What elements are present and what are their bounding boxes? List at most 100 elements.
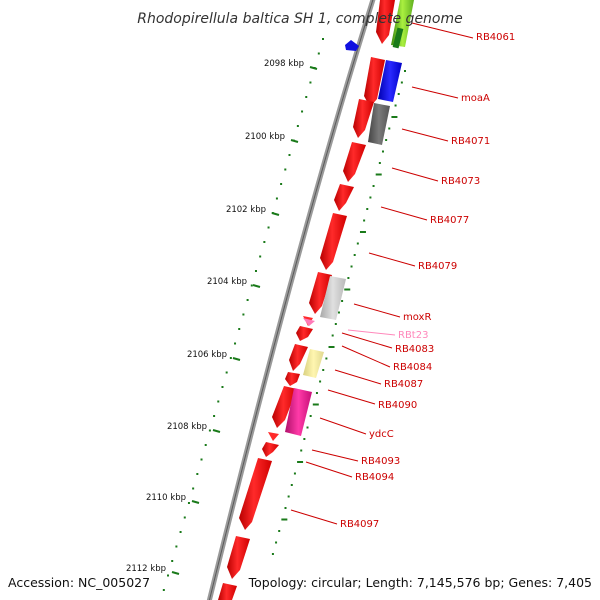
accession-text: Accession: NC_005027 (8, 575, 150, 590)
gc-tick (337, 311, 340, 314)
feature-block-lightgray (320, 276, 346, 320)
leader-line (391, 167, 439, 182)
scale-minor-tick (162, 589, 165, 591)
gc-tick (353, 254, 356, 256)
gene-label-text: moxR (403, 312, 431, 323)
gc-tick (278, 530, 281, 532)
gc-tick (331, 334, 334, 337)
cds-arrow (334, 184, 354, 211)
gene-label-text: ydcC (369, 429, 394, 440)
scale-tick-label: 2110 kbp (146, 493, 186, 503)
scale-minor-tick (296, 125, 299, 127)
scale-minor-tick (313, 67, 316, 69)
scale-minor-tick (275, 197, 278, 200)
gc-tick (281, 518, 288, 521)
scale-minor-tick (250, 284, 253, 287)
gene-label-text: RB4061 (476, 32, 515, 43)
feature-block-blue (378, 60, 402, 102)
gc-tick (366, 208, 369, 210)
scale-minor-tick (167, 574, 170, 577)
cds-arrow (376, 0, 395, 44)
scale-tick-label: 2102 kbp (226, 205, 266, 215)
gc-content-track (271, 70, 406, 555)
scale-tick-label: 2104 kbp (207, 277, 247, 287)
rna-arrow (303, 318, 315, 326)
cds-arrow (285, 372, 300, 386)
leader-line (341, 345, 391, 368)
scale-minor-tick (213, 415, 216, 417)
cds-arrow (262, 442, 279, 457)
gene-label-ydcC: ydcC (319, 417, 394, 440)
gene-label-RB4084: RB4084 (341, 345, 432, 373)
gene-label-text: RBt23 (398, 330, 428, 341)
feature-block-magenta (285, 388, 312, 436)
gene-label-text: RB4073 (441, 176, 480, 187)
feature-track (218, 0, 414, 600)
scale-minor-tick (271, 212, 274, 214)
gc-tick (312, 403, 319, 406)
gc-tick (381, 150, 384, 153)
cds-arrow (289, 344, 308, 371)
gc-tick (322, 369, 325, 371)
scale-minor-tick (234, 342, 237, 345)
gc-tick (306, 426, 309, 429)
gc-tick (341, 300, 344, 302)
gc-tick (309, 415, 312, 417)
gene-label-RB4090: RB4090 (327, 389, 417, 411)
cds-arrow (320, 213, 347, 270)
gc-tick (344, 288, 351, 291)
summary-text: Topology: circular; Length: 7,145,576 bp… (248, 575, 592, 590)
scale-minor-tick (322, 38, 324, 40)
marker-blue (345, 40, 359, 51)
leader-line (368, 252, 416, 267)
gc-tick (363, 219, 366, 222)
scale-ticks: 2098 kbp 2100 kbp 2102 kbp 2104 kbp 2106 kbp… (126, 38, 324, 591)
scale-tick-label: 2108 kbp (167, 422, 207, 432)
gc-tick (287, 495, 290, 498)
gene-label-moxR: moxR (353, 303, 431, 323)
leader-line (305, 461, 353, 478)
cds-arrow (353, 99, 374, 138)
gene-label-text: moaA (461, 93, 490, 104)
gc-tick (303, 438, 306, 440)
scale-minor-tick (288, 154, 291, 156)
leader-line (347, 329, 396, 336)
gene-label-text: RB4071 (451, 136, 490, 147)
gc-tick (394, 104, 397, 107)
genome-title: Rhodopirellula baltica SH 1, complete ge… (137, 11, 463, 27)
gene-label-RB4093: RB4093 (311, 449, 400, 467)
cds-arrow (218, 583, 237, 600)
leader-line (401, 128, 449, 142)
leader-line (341, 332, 393, 349)
feature-block-darkgray (368, 103, 390, 145)
leader-line (290, 509, 338, 525)
scale-minor-tick (225, 371, 228, 374)
backbone-inner (208, 0, 374, 600)
gc-tick (275, 541, 278, 544)
gc-tick (284, 507, 287, 509)
leader-line (327, 389, 376, 405)
cds-arrow (343, 142, 366, 182)
scale-minor-tick (196, 473, 199, 475)
scale-minor-tick (175, 545, 178, 548)
gc-tick (297, 461, 304, 463)
scale-tick: 2106 kbp (187, 350, 241, 361)
feature-tick-green (392, 27, 404, 49)
cds-arrow (296, 326, 313, 341)
scale-tick: 2108 kbp (167, 422, 221, 433)
gc-tick (271, 553, 274, 555)
gc-tick (397, 93, 400, 95)
scale-tick-label: 2100 kbp (245, 132, 285, 142)
scale-minor-tick (204, 444, 207, 446)
gc-tick (388, 127, 391, 130)
scale-minor-tick (317, 52, 320, 55)
gc-tick (385, 139, 388, 141)
leader-line (311, 449, 359, 462)
gc-tick (315, 392, 318, 394)
gene-label-moaA: moaA (411, 86, 490, 104)
scale-minor-tick (208, 429, 211, 432)
gene-label-RBt23: RBt23 (347, 329, 428, 341)
gene-label-text: RB4094 (355, 472, 394, 483)
scale-minor-tick (267, 226, 270, 229)
scale-minor-tick (187, 502, 190, 504)
